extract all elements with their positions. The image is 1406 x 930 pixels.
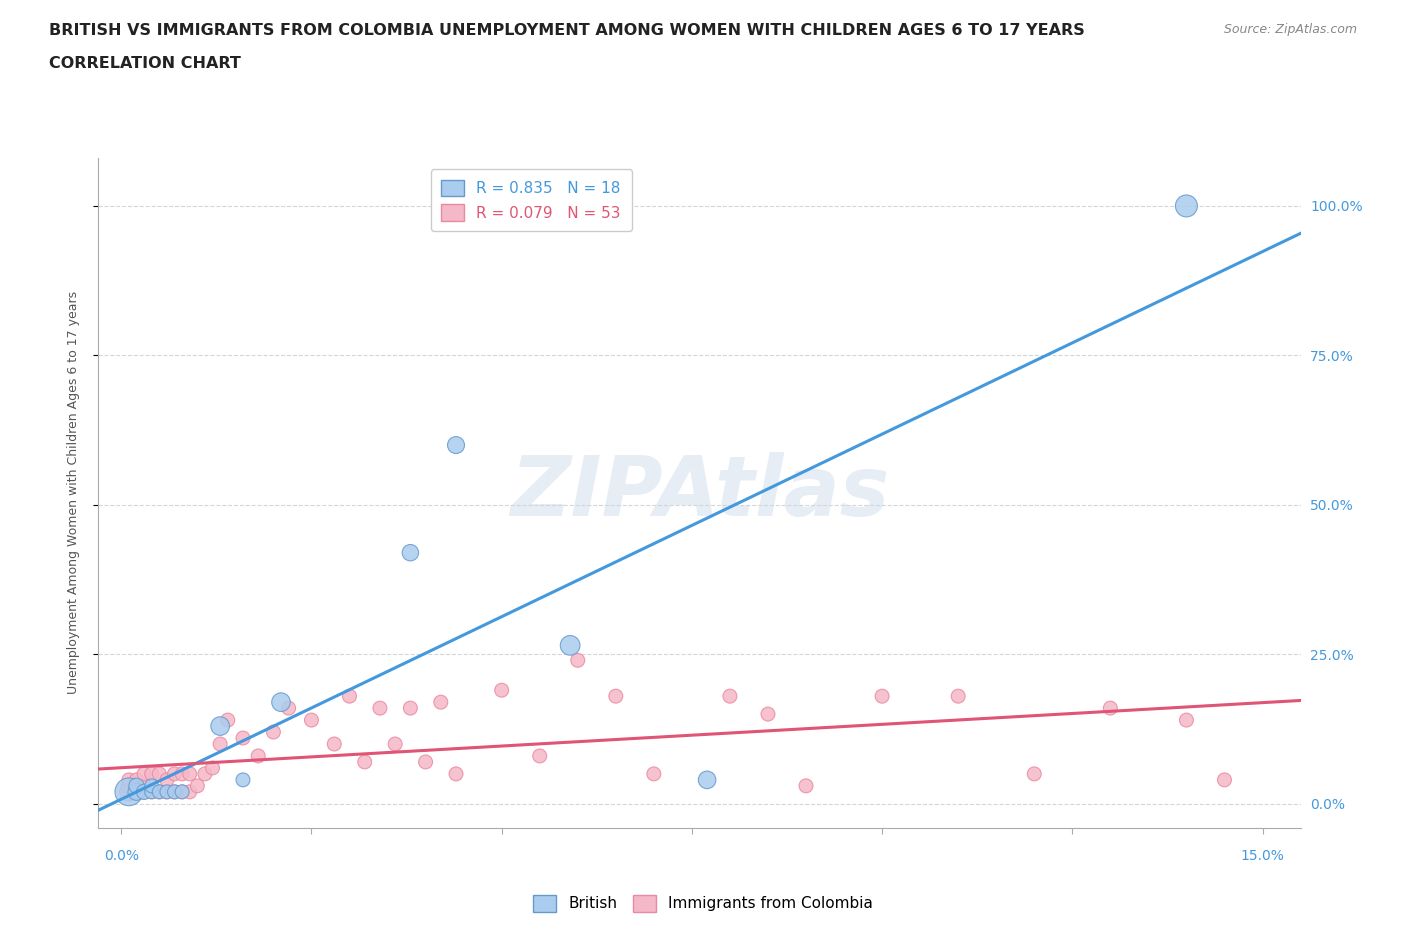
Point <box>247 749 270 764</box>
Point <box>125 773 148 788</box>
Legend: British, Immigrants from Colombia: British, Immigrants from Colombia <box>527 889 879 918</box>
Point <box>643 766 665 781</box>
Point <box>132 784 155 799</box>
Point <box>148 784 170 799</box>
Text: ZIPAtlas: ZIPAtlas <box>510 452 889 534</box>
Point <box>560 638 582 653</box>
Text: 15.0%: 15.0% <box>1240 849 1285 863</box>
Point <box>209 719 232 734</box>
Point <box>270 695 292 710</box>
Point <box>718 689 741 704</box>
Point <box>870 689 893 704</box>
Point <box>125 784 148 799</box>
Text: Source: ZipAtlas.com: Source: ZipAtlas.com <box>1223 23 1357 36</box>
Point <box>141 784 163 799</box>
Point <box>567 653 589 668</box>
Point <box>217 712 239 727</box>
Point <box>384 737 406 751</box>
Point <box>118 773 141 788</box>
Point <box>156 773 179 788</box>
Point <box>399 545 422 560</box>
Point <box>148 784 170 799</box>
Point <box>148 766 170 781</box>
Point <box>277 700 299 715</box>
Point <box>156 784 179 799</box>
Point <box>444 438 467 453</box>
Point <box>529 749 551 764</box>
Point <box>1099 700 1122 715</box>
Point <box>179 784 201 799</box>
Point <box>141 784 163 799</box>
Text: 0.0%: 0.0% <box>104 849 139 863</box>
Point <box>118 784 141 799</box>
Point <box>415 754 437 769</box>
Point <box>339 689 361 704</box>
Point <box>794 778 817 793</box>
Point <box>132 784 155 799</box>
Text: CORRELATION CHART: CORRELATION CHART <box>49 56 240 71</box>
Point <box>156 784 179 799</box>
Point <box>1024 766 1046 781</box>
Point <box>132 778 155 793</box>
Point <box>399 700 422 715</box>
Point <box>163 784 186 799</box>
Point <box>172 784 194 799</box>
Legend: R = 0.835   N = 18, R = 0.079   N = 53: R = 0.835 N = 18, R = 0.079 N = 53 <box>430 169 631 232</box>
Point <box>186 778 208 793</box>
Point <box>141 778 163 793</box>
Point <box>118 784 141 799</box>
Point <box>696 773 718 788</box>
Point <box>125 784 148 799</box>
Point <box>605 689 627 704</box>
Point <box>1175 712 1198 727</box>
Point <box>179 766 201 781</box>
Point <box>444 766 467 781</box>
Point <box>201 761 224 776</box>
Point <box>163 766 186 781</box>
Point <box>141 766 163 781</box>
Point <box>132 766 155 781</box>
Point <box>946 689 969 704</box>
Point <box>172 766 194 781</box>
Point <box>368 700 391 715</box>
Point <box>1213 773 1236 788</box>
Point <box>301 712 323 727</box>
Point <box>232 731 254 746</box>
Point <box>194 766 217 781</box>
Point <box>163 784 186 799</box>
Point <box>756 707 779 722</box>
Point <box>262 724 284 739</box>
Point <box>125 778 148 793</box>
Point <box>1175 198 1198 213</box>
Point <box>353 754 375 769</box>
Point <box>323 737 346 751</box>
Point <box>172 784 194 799</box>
Point <box>209 737 232 751</box>
Point <box>491 683 513 698</box>
Point <box>118 778 141 793</box>
Point <box>430 695 453 710</box>
Text: BRITISH VS IMMIGRANTS FROM COLOMBIA UNEMPLOYMENT AMONG WOMEN WITH CHILDREN AGES : BRITISH VS IMMIGRANTS FROM COLOMBIA UNEM… <box>49 23 1085 38</box>
Point <box>232 773 254 788</box>
Y-axis label: Unemployment Among Women with Children Ages 6 to 17 years: Unemployment Among Women with Children A… <box>67 291 80 695</box>
